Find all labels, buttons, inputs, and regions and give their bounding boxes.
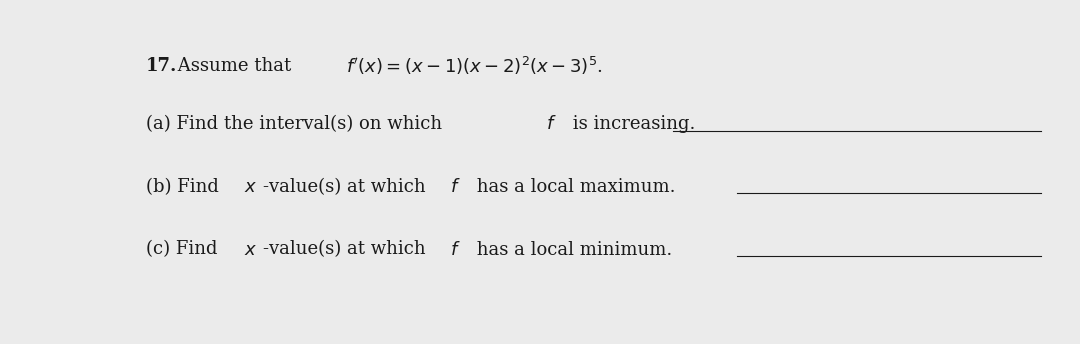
Text: (c) Find: (c) Find	[146, 240, 222, 259]
Text: $f$: $f$	[450, 178, 461, 196]
Text: has a local maximum.: has a local maximum.	[471, 178, 675, 196]
Text: -value(s) at which: -value(s) at which	[262, 240, 431, 259]
Text: (b) Find: (b) Find	[146, 178, 225, 196]
Text: 17.: 17.	[146, 57, 177, 75]
Text: $x$: $x$	[244, 178, 257, 196]
Text: $x$: $x$	[244, 240, 257, 259]
Text: is increasing.: is increasing.	[567, 115, 696, 133]
Text: $f$: $f$	[450, 240, 461, 259]
Text: (a) Find the interval(s) on which: (a) Find the interval(s) on which	[146, 115, 447, 133]
Text: $f$: $f$	[546, 115, 557, 133]
Text: -value(s) at which: -value(s) at which	[262, 178, 431, 196]
Text: has a local minimum.: has a local minimum.	[471, 240, 672, 259]
Text: Assume that: Assume that	[172, 57, 297, 75]
Text: $f'(x) = (x - 1)(x - 2)^2(x - 3)^5$.: $f'(x) = (x - 1)(x - 2)^2(x - 3)^5$.	[346, 55, 603, 77]
